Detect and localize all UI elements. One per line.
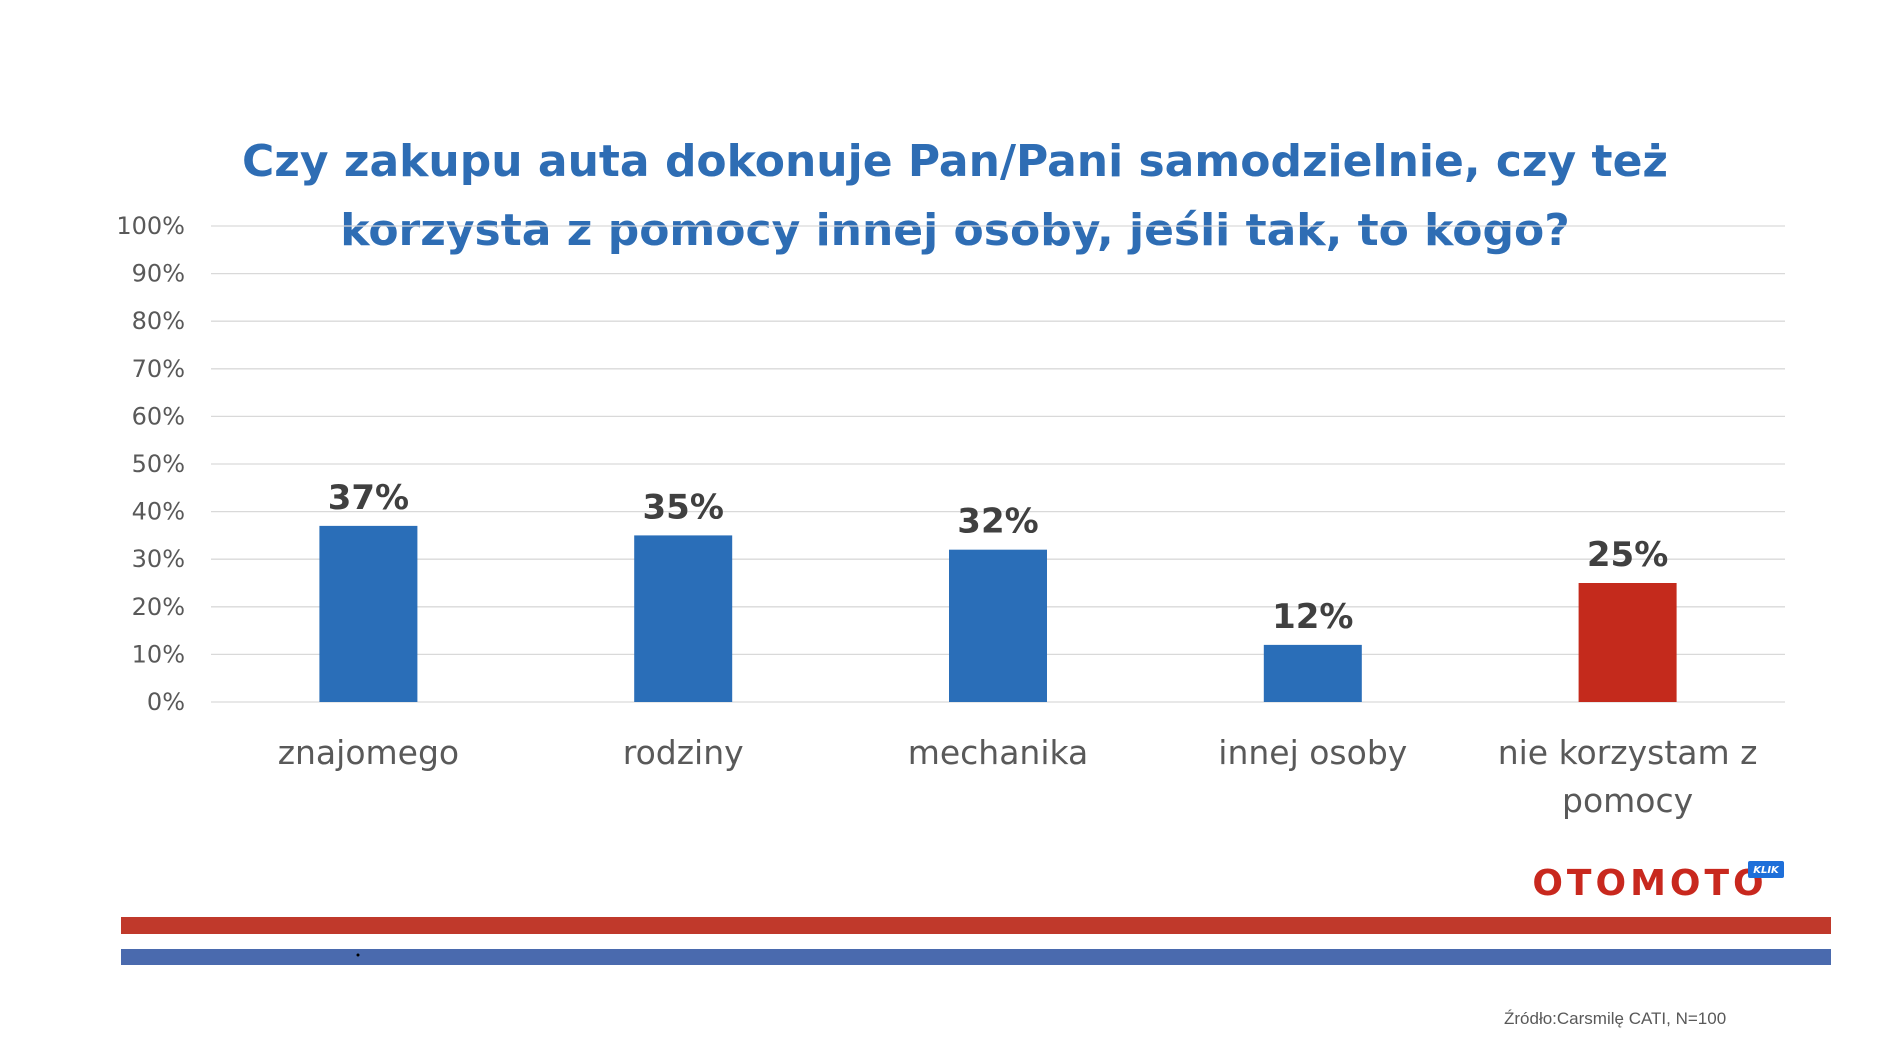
value-label: 35% bbox=[643, 487, 724, 527]
category-label: rodziny bbox=[623, 733, 744, 772]
bar bbox=[1578, 583, 1677, 702]
red-stripe bbox=[121, 917, 1831, 934]
category-label: pomocy bbox=[1562, 781, 1693, 820]
value-label: 25% bbox=[1587, 535, 1668, 575]
y-tick-label: 10% bbox=[132, 640, 185, 668]
bar bbox=[319, 525, 418, 702]
value-label: 37% bbox=[328, 478, 409, 518]
value-label: 32% bbox=[957, 502, 1038, 542]
source-note: Źródło:Carsmilę CATI, N=100 bbox=[1504, 1009, 1726, 1028]
logo-badge bbox=[1748, 861, 1784, 878]
logo-text: OTOMOTO bbox=[1532, 863, 1767, 904]
bar bbox=[1263, 644, 1362, 702]
category-label: innej osoby bbox=[1218, 733, 1407, 772]
category-labels: znajomego rodziny mechanika innej osoby nie … bbox=[278, 733, 1758, 820]
bars bbox=[319, 525, 1677, 702]
y-tick-label: 20% bbox=[132, 593, 185, 621]
y-tick-label: 60% bbox=[132, 402, 185, 430]
bar bbox=[949, 549, 1047, 702]
value-labels: 37% 35% 32% 12% 25% bbox=[328, 478, 1669, 637]
category-label: znajomego bbox=[278, 733, 459, 772]
grid-lines bbox=[211, 225, 1785, 703]
value-label: 12% bbox=[1272, 597, 1353, 637]
chart-title-line-1: Czy zakupu auta dokonuje Pan/Pani samodz… bbox=[242, 136, 1668, 187]
y-tick-label: 50% bbox=[132, 450, 185, 478]
y-tick-label: 70% bbox=[132, 355, 185, 383]
y-axis-tick-labels: 0% 10% 20% 30% 40% 50% 60% 70% 80% 90% 100% bbox=[116, 212, 185, 716]
blue-stripe bbox=[121, 949, 1831, 965]
chart-title-line-2: korzysta z pomocy innej osoby, jeśli tak… bbox=[340, 205, 1570, 256]
category-label: mechanika bbox=[908, 733, 1089, 772]
y-tick-label: 30% bbox=[132, 545, 185, 573]
category-label: nie korzystam z bbox=[1498, 733, 1758, 772]
y-tick-label: 90% bbox=[132, 260, 185, 288]
logo-badge-text: KLIK bbox=[1753, 865, 1780, 876]
y-tick-label: 40% bbox=[132, 498, 185, 526]
y-tick-label: 80% bbox=[132, 307, 185, 335]
otomoto-logo: OTOMOTO KLIK bbox=[1532, 861, 1784, 904]
bar bbox=[634, 535, 733, 702]
chart-title: Czy zakupu auta dokonuje Pan/Pani samodz… bbox=[242, 136, 1668, 256]
stripe-dot bbox=[356, 953, 360, 957]
y-tick-label: 0% bbox=[147, 688, 185, 716]
y-tick-label: 100% bbox=[116, 212, 185, 240]
